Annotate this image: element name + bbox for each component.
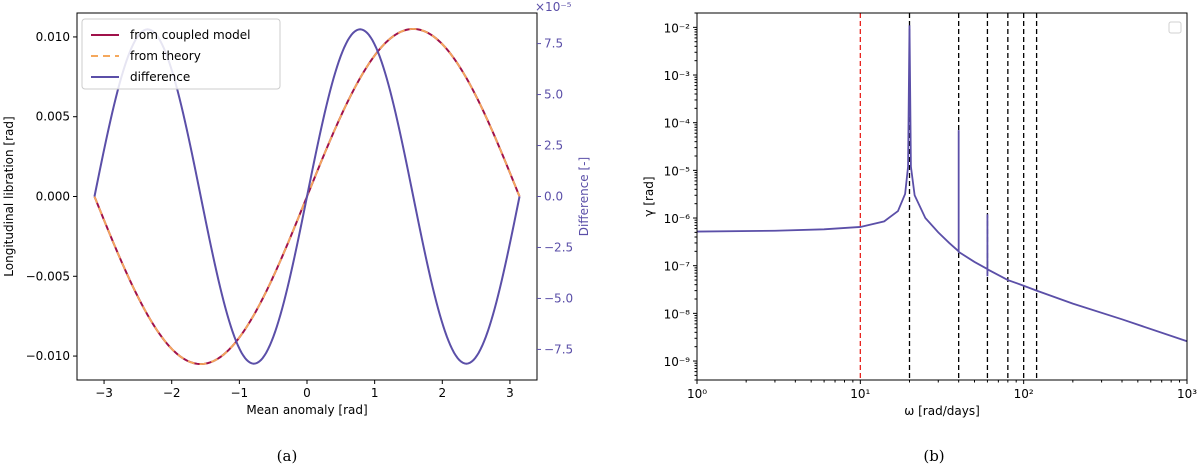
y-tick-label: 10⁻³: [664, 69, 691, 83]
y-tick-label: 0.005: [36, 110, 70, 124]
x-axis-label: Mean anomaly [rad]: [246, 403, 367, 417]
x-tick-label: 1: [371, 386, 379, 400]
x-tick-label: 10²: [1014, 387, 1034, 401]
y-tick-label: 10⁻⁷: [664, 260, 691, 274]
y-tick-label: −0.005: [26, 269, 70, 283]
panel-a-libration-chart: −3 −2 −1 0 1 2 3 −0.010 −0.005 0.000 0.005 0.010 −7.…: [2, 0, 591, 465]
y-axis-label: γ [rad]: [642, 176, 656, 216]
y2-tick-label: −7.5: [544, 342, 573, 356]
x-tick-label: −1: [231, 386, 249, 400]
y2-offset-text: ×10⁻⁵: [535, 0, 572, 14]
x-tick-label: −2: [163, 386, 181, 400]
x-tick-label: −3: [95, 386, 113, 400]
x-tick-label: 10¹: [850, 387, 870, 401]
y-tick-label: 0.010: [36, 30, 70, 44]
panel-caption: (a): [277, 447, 298, 465]
x-tick-label: 0: [303, 386, 311, 400]
legend-label: difference: [130, 70, 190, 84]
x-tick-label: 2: [438, 386, 446, 400]
x-tick-label: 10⁰: [687, 387, 707, 401]
y2-tick-label: −2.5: [544, 240, 573, 254]
y-tick-label: 10⁻²: [664, 21, 691, 35]
legend-label: from coupled model: [130, 28, 250, 42]
y-tick-label: 10⁻⁴: [664, 117, 691, 131]
panel-caption: (b): [923, 447, 944, 465]
y2-tick-label: 0.0: [544, 190, 563, 204]
legend-box: [81, 18, 281, 90]
y2-tick-label: 2.5: [544, 139, 563, 153]
y-axis-label: Longitudinal libration [rad]: [2, 116, 16, 276]
y-tick-label: 10⁻⁸: [664, 307, 691, 321]
y2-axis-label: Difference [-]: [577, 157, 591, 236]
plot-frame: [696, 12, 1188, 381]
x-tick-label: 10³: [1177, 387, 1197, 401]
x-tick-label: 3: [506, 386, 514, 400]
panel-b-gamma-spectrum-chart: 10⁰ 10¹ 10² 10³ 10⁻⁹ 10⁻⁸ 10⁻⁷ 10⁻⁶ 10⁻⁵ 10⁻⁴ 10⁻³…: [642, 12, 1197, 465]
y2-tick-label: −5.0: [544, 291, 573, 305]
y-tick-label: 10⁻⁵: [664, 164, 691, 178]
gamma-curve: [696, 25, 1188, 343]
legend-box-empty: [1168, 21, 1182, 34]
y2-tick-label: 7.5: [544, 37, 563, 51]
y2-tick-label: 5.0: [544, 88, 563, 102]
y-tick-label: 10⁻⁶: [664, 212, 691, 226]
y-tick-label: 0.000: [36, 190, 70, 204]
x-axis-label: ω [rad/days]: [904, 404, 980, 418]
legend-label: from theory: [130, 49, 201, 63]
y-tick-label: 10⁻⁹: [664, 355, 691, 369]
y-tick-label: −0.010: [26, 349, 70, 363]
